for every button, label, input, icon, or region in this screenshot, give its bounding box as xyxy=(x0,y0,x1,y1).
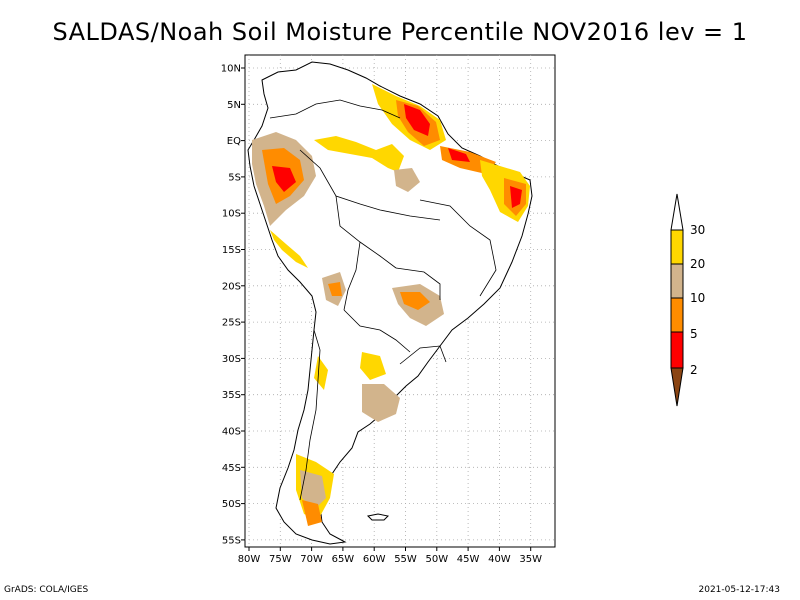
falkland-islands xyxy=(366,513,390,521)
colorbar-swatch-30 xyxy=(670,229,684,265)
lat-tick-label: 15S xyxy=(222,245,241,256)
lon-tick-label: 60W xyxy=(363,554,386,565)
lon-tick-label: 35W xyxy=(519,554,542,565)
footer-credit: GrADS: COLA/IGES xyxy=(4,585,89,595)
lon-tick-label: 80W xyxy=(238,554,261,565)
lon-tick-label: 55W xyxy=(394,554,417,565)
map-title: SALDAS/Noah Soil Moisture Percentile NOV… xyxy=(52,18,748,46)
lat-tick-label: 5N xyxy=(227,100,241,111)
colorbar-label-2: 2 xyxy=(690,363,698,377)
lat-tick-label: 55S xyxy=(222,535,241,546)
colorbar-label-10: 10 xyxy=(690,291,705,305)
colorbar-swatch-5 xyxy=(670,331,684,369)
latitude-ticks: 10N 5N EQ 5S 10S 15S 20S 25S 30S 35S 40S 45S 50S 55S xyxy=(221,64,245,546)
footer-timestamp: 2021-05-12-17:43 xyxy=(698,585,781,595)
lat-tick-label: 35S xyxy=(222,390,241,401)
colorbar: 30 20 10 5 2 xyxy=(670,193,705,407)
lat-tick-label: 45S xyxy=(222,463,241,474)
colorbar-swatch-20 xyxy=(670,263,684,299)
colorbar-label-20: 20 xyxy=(690,257,705,271)
lat-tick-label: 10S xyxy=(222,209,241,220)
lat-tick-label: 50S xyxy=(222,499,241,510)
colorbar-label-5: 5 xyxy=(690,327,698,341)
lat-tick-label: 25S xyxy=(222,318,241,329)
colorbar-swatch-10 xyxy=(670,297,684,333)
colorbar-top-arrow xyxy=(670,193,684,231)
lat-tick-label: 10N xyxy=(221,64,241,75)
lon-tick-label: 70W xyxy=(300,554,323,565)
lon-tick-label: 50W xyxy=(425,554,448,565)
lat-tick-label: 20S xyxy=(222,281,241,292)
longitude-ticks: 80W 75W 70W 65W 60W 55W 50W 45W 40W 35W xyxy=(238,547,542,565)
lat-tick-label: 30S xyxy=(222,354,241,365)
lat-tick-label: EQ xyxy=(227,136,241,147)
lon-tick-label: 45W xyxy=(457,554,480,565)
country-borders xyxy=(269,99,497,501)
colorbar-bottom-arrow xyxy=(670,367,684,407)
lon-tick-label: 40W xyxy=(488,554,511,565)
lat-tick-label: 40S xyxy=(222,427,241,438)
lat-tick-label: 5S xyxy=(228,172,241,183)
lon-tick-label: 65W xyxy=(332,554,355,565)
lon-tick-label: 75W xyxy=(269,554,292,565)
percentile-shading xyxy=(252,84,530,526)
colorbar-label-30: 30 xyxy=(690,223,705,237)
